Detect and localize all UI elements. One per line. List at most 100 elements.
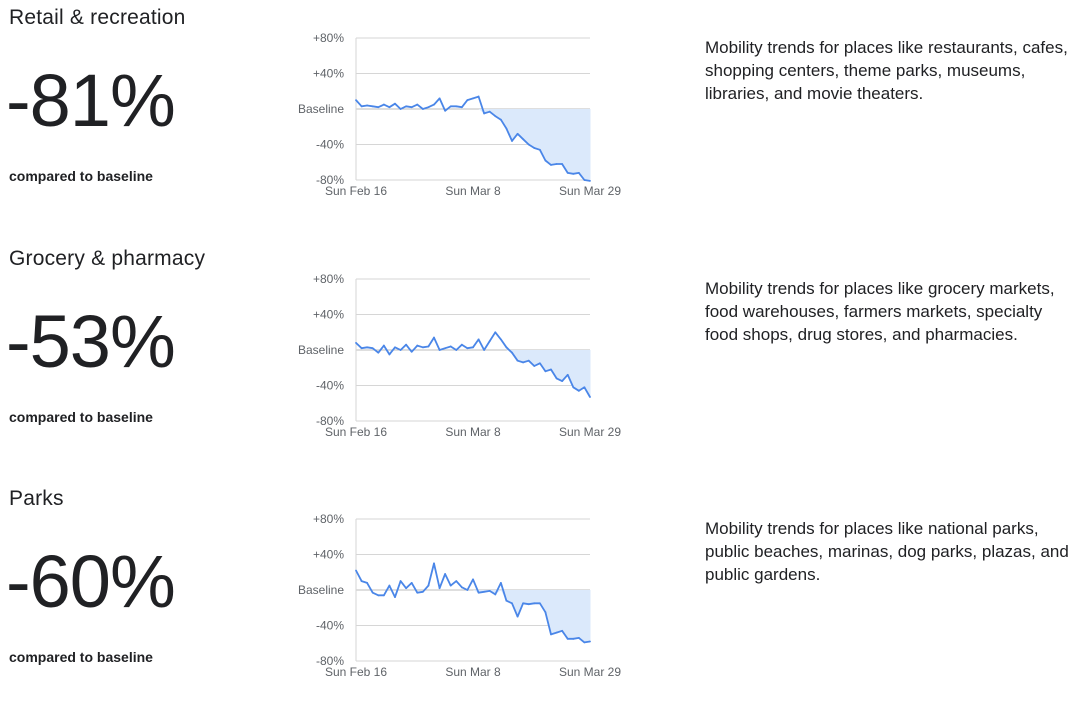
data-point xyxy=(410,106,413,109)
data-point xyxy=(561,163,564,165)
data-point xyxy=(382,103,385,106)
data-point xyxy=(366,346,369,349)
data-point xyxy=(460,586,463,589)
data-point xyxy=(438,587,441,590)
data-point xyxy=(355,99,357,102)
data-point xyxy=(382,344,385,347)
data-point xyxy=(455,580,458,583)
data-point xyxy=(421,346,424,349)
parks-chart: +80% +40% Baseline -40% -80%Sun Feb 16 Sun Ma… xyxy=(298,512,621,679)
data-point xyxy=(433,103,435,106)
below-baseline-area xyxy=(473,590,590,643)
data-point xyxy=(360,105,363,108)
data-point xyxy=(421,108,424,110)
data-point xyxy=(544,159,547,162)
data-point xyxy=(405,343,408,346)
below-baseline-area xyxy=(473,350,590,397)
data-point xyxy=(444,109,447,112)
data-point xyxy=(477,338,480,341)
data-point xyxy=(527,359,530,362)
data-point xyxy=(427,345,430,348)
data-point xyxy=(472,578,474,581)
data-point xyxy=(516,359,519,362)
data-point xyxy=(355,342,357,344)
data-point xyxy=(371,591,374,594)
data-point xyxy=(527,143,530,146)
data-point xyxy=(410,350,413,353)
data-point xyxy=(499,118,502,121)
data-point xyxy=(455,105,458,108)
data-point xyxy=(511,351,513,354)
data-point xyxy=(360,580,363,583)
data-point xyxy=(366,582,369,584)
data-point xyxy=(577,637,580,639)
category-title: Retail & recreation xyxy=(9,6,186,29)
data-point xyxy=(371,347,374,350)
data-point xyxy=(538,362,541,365)
data-point xyxy=(388,584,391,587)
data-point xyxy=(555,631,558,634)
data-point xyxy=(466,99,469,102)
data-point xyxy=(550,633,552,636)
data-point xyxy=(438,97,441,100)
data-point xyxy=(405,587,408,590)
data-point xyxy=(566,373,569,376)
x-tick-label: Sun Mar 8 xyxy=(445,425,501,439)
data-point xyxy=(516,615,519,618)
data-point xyxy=(555,163,558,165)
data-point xyxy=(583,641,586,644)
data-point xyxy=(505,599,508,602)
data-point xyxy=(488,110,491,113)
compared-label: compared to baseline xyxy=(9,409,153,425)
x-tick-label: Sun Feb 16 xyxy=(325,184,387,198)
data-point xyxy=(572,172,575,175)
y-tick-label: -40% xyxy=(316,619,344,633)
data-point xyxy=(505,346,508,349)
data-point xyxy=(589,640,591,643)
data-point xyxy=(427,106,430,109)
data-point xyxy=(577,389,580,392)
compared-label: compared to baseline xyxy=(9,649,153,665)
data-point xyxy=(522,361,525,364)
category-description: Mobility trends for places like grocery … xyxy=(705,279,1055,344)
x-tick-label: Sun Mar 8 xyxy=(445,184,501,198)
data-point xyxy=(572,386,575,389)
data-point xyxy=(483,590,486,593)
data-point xyxy=(561,629,564,632)
data-point xyxy=(505,127,508,130)
data-point xyxy=(577,172,580,174)
data-point xyxy=(421,590,424,593)
compared-label: compared to baseline xyxy=(9,168,153,184)
data-point xyxy=(416,103,419,106)
data-point xyxy=(544,370,547,373)
data-point xyxy=(511,602,513,605)
data-point xyxy=(444,347,447,350)
data-point xyxy=(466,347,469,350)
data-point xyxy=(483,112,486,115)
data-point xyxy=(416,344,419,347)
data-point xyxy=(360,347,363,350)
data-point xyxy=(511,140,513,142)
data-point xyxy=(533,602,536,605)
data-point xyxy=(377,351,380,354)
category-description: Mobility trends for places like restaura… xyxy=(705,38,1068,103)
data-point xyxy=(483,349,486,351)
below-baseline-area xyxy=(473,109,590,181)
data-point xyxy=(394,596,396,598)
data-point xyxy=(399,349,402,351)
data-point xyxy=(449,345,452,348)
data-point xyxy=(460,106,463,109)
data-point xyxy=(527,603,530,606)
x-tick-label: Sun Mar 29 xyxy=(559,184,621,198)
data-point xyxy=(427,584,430,587)
retail-recreation-chart: +80% +40% Baseline -40% -80%Sun Feb 16 Sun Ma… xyxy=(298,31,621,198)
data-point xyxy=(444,573,447,575)
y-tick-label: Baseline xyxy=(298,343,344,357)
data-point xyxy=(522,602,525,605)
section-retail-recreation: Retail & recreation -81% compared to bas… xyxy=(0,0,1085,240)
data-point xyxy=(533,365,536,367)
data-point xyxy=(499,338,502,341)
y-tick-label: +40% xyxy=(313,308,344,322)
data-point xyxy=(561,380,564,382)
x-tick-label: Sun Feb 16 xyxy=(325,425,387,439)
